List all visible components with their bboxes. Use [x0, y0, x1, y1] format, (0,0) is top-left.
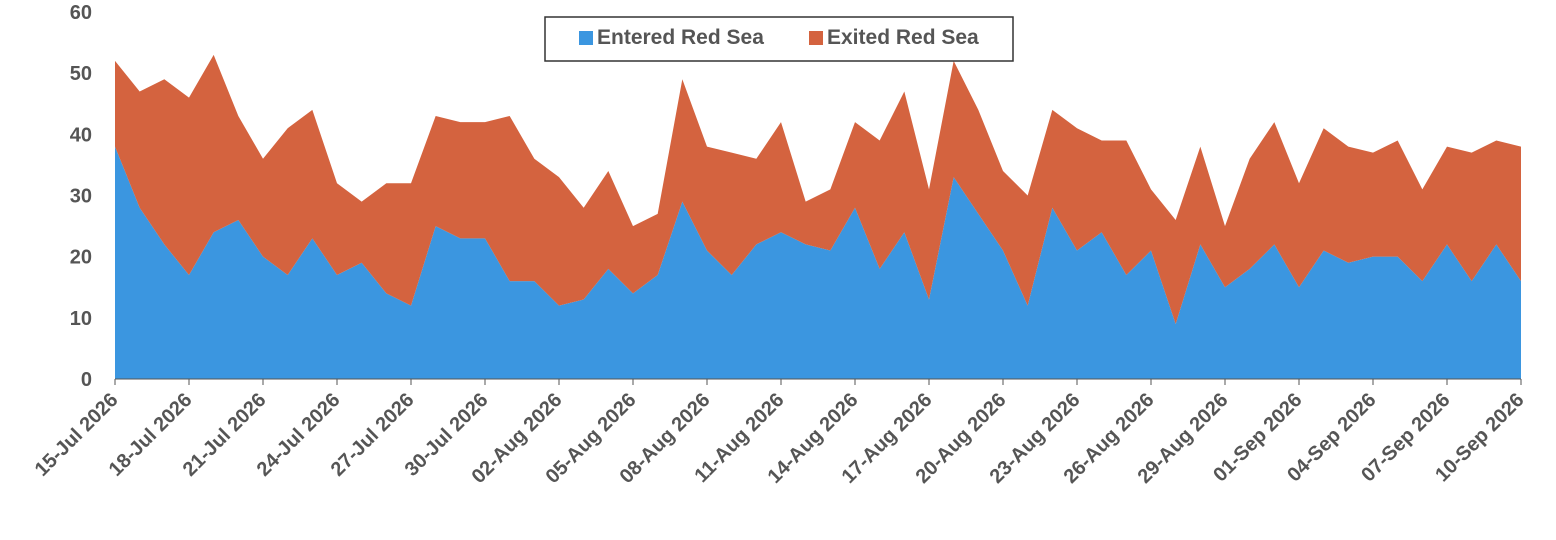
legend-box: [544, 16, 1014, 62]
plot-areas: [115, 54, 1521, 379]
legend-swatch-exited: [809, 31, 823, 45]
area-series-entered-red-sea: [115, 146, 1521, 379]
area-series-exited-red-sea: [115, 54, 1521, 324]
y-axis-ticks: 0 10 20 30 40 50 60: [70, 2, 92, 391]
y-tick-label: 20: [70, 247, 92, 269]
y-tick-label: 40: [70, 124, 92, 146]
y-tick-label: 30: [70, 186, 92, 208]
legend-label-exited: Exited Red Sea: [827, 26, 979, 49]
legend-swatch-entered: [579, 31, 593, 45]
chart-legend: Entered Red Sea Exited Red Sea: [544, 16, 1014, 62]
legend-label-entered: Entered Red Sea: [597, 26, 764, 49]
y-tick-label: 0: [81, 369, 92, 391]
y-tick-label: 50: [70, 63, 92, 85]
y-tick-label: 60: [70, 2, 92, 24]
y-tick-label: 10: [70, 308, 92, 330]
